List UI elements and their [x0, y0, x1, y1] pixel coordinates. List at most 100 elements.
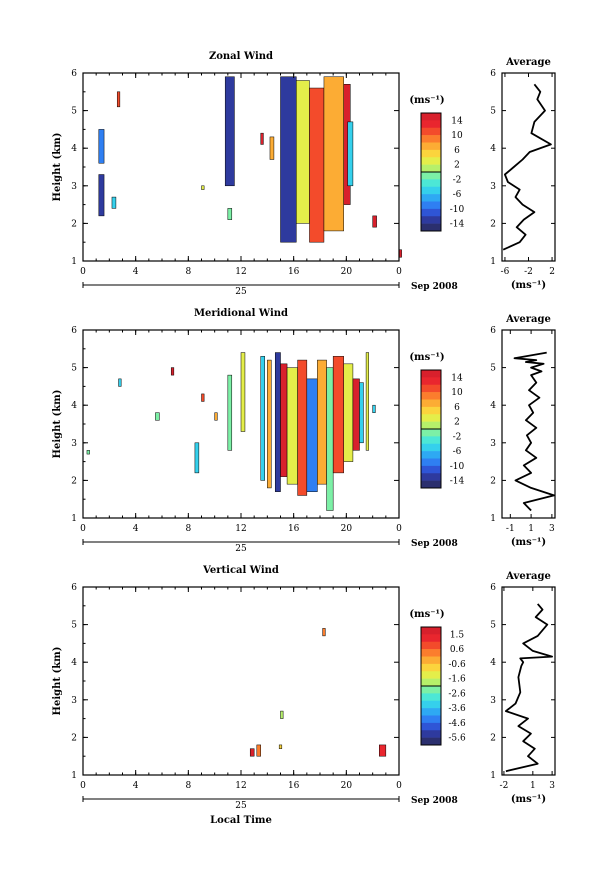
colorbar-tick-label: 6: [454, 146, 460, 156]
data-cell: [343, 363, 354, 462]
data-cell: [111, 196, 117, 209]
profile-x-tick-label: 1: [530, 781, 536, 791]
colorbar-segment: [421, 722, 441, 731]
colorbar-segment: [421, 149, 441, 158]
profile-y-tick-label: 3: [490, 182, 496, 192]
colorbar-segment: [421, 737, 441, 746]
data-cell: [118, 378, 122, 387]
y-tick-label: 3: [71, 439, 77, 449]
x-tick-label: 8: [185, 267, 191, 277]
y-axis-label: Height (km): [52, 133, 63, 202]
colorbar-segment: [421, 186, 441, 195]
profile-y-tick-label: 4: [490, 401, 496, 411]
colorbar-unit: (ms⁻¹): [409, 352, 444, 363]
data-cell: [98, 174, 105, 217]
x-tick-label: 4: [133, 781, 139, 791]
profile-x-tick-label: 2: [549, 267, 555, 277]
colorbar-segment: [421, 663, 441, 672]
month-label: Sep 2008: [411, 539, 458, 549]
colorbar-segment: [421, 406, 441, 415]
profile-frame: [501, 586, 556, 776]
data-cell: [352, 378, 360, 451]
x-tick-label: 12: [235, 524, 246, 534]
y-tick-label: 6: [71, 326, 77, 336]
x-tick-label: 16: [288, 781, 300, 791]
profile-line: [513, 351, 555, 512]
y-tick-label: 1: [71, 257, 77, 267]
x-tick-label: 8: [185, 524, 191, 534]
colorbar-tick-label: 2: [454, 161, 460, 171]
profile-x-tick-label: 1: [528, 524, 534, 534]
colorbar-segment: [421, 730, 441, 738]
y-axis-label: Height (km): [52, 390, 63, 459]
x-tick-label: 12: [235, 781, 246, 791]
colorbar-segment: [421, 465, 441, 474]
colorbar-segment: [421, 414, 441, 422]
colorbar-segment: [421, 715, 441, 724]
x-tick-label: 0: [396, 524, 402, 534]
date-label: 25: [235, 544, 247, 554]
data-cell: [347, 121, 354, 187]
profile-title: Average: [505, 314, 551, 325]
profile-y-tick-label: 6: [490, 583, 496, 593]
profile-y-tick-label: 5: [490, 621, 496, 631]
data-cell: [201, 393, 205, 402]
profile-x-tick-label: 3: [549, 524, 555, 534]
x-tick-label: 4: [133, 524, 139, 534]
profile-y-tick-label: 2: [490, 219, 496, 229]
y-tick-label: 5: [71, 621, 77, 631]
profile-x-tick-label: -2: [524, 267, 533, 277]
x-tick-label: 0: [80, 524, 86, 534]
data-cell: [256, 744, 261, 757]
profile-x-tick-label: 3: [549, 781, 555, 791]
profile-y-tick-label: 4: [490, 658, 496, 668]
profile-x-tick-label: -2: [500, 781, 509, 791]
profile-line: [505, 603, 553, 773]
data-cell: [227, 208, 233, 220]
data-cell: [98, 129, 105, 164]
colorbar-tick-label: 14: [451, 116, 463, 126]
colorbar-tick-label: -14: [450, 220, 465, 230]
x-tick-label: 0: [396, 267, 402, 277]
colorbar-tick-label: -1.6: [448, 675, 466, 685]
data-cell: [332, 356, 344, 474]
colorbar-segment: [421, 649, 441, 657]
x-axis-label: Local Time: [210, 815, 272, 826]
colorbar-segment: [421, 377, 441, 386]
colorbar-segment: [421, 641, 441, 650]
plot-frame: [82, 586, 400, 776]
colorbar-tick-label: -14: [450, 477, 465, 487]
colorbar-segment: [421, 120, 441, 129]
colorbar-tick-label: -3.6: [448, 704, 466, 714]
data-cell: [359, 382, 364, 444]
profile-frame: [501, 329, 556, 519]
colorbar-tick-label: 6: [454, 403, 460, 413]
colorbar-segment: [421, 686, 441, 694]
colorbar-segment: [421, 223, 441, 232]
colorbar-segment: [421, 135, 441, 143]
y-tick-label: 6: [71, 69, 77, 79]
data-cell: [326, 367, 334, 511]
colorbar-segment: [421, 627, 441, 635]
month-label: Sep 2008: [411, 796, 458, 806]
x-tick-label: 4: [133, 267, 139, 277]
y-tick-label: 3: [71, 696, 77, 706]
profile-y-tick-label: 1: [490, 257, 496, 267]
y-tick-label: 3: [71, 182, 77, 192]
y-tick-label: 4: [71, 658, 77, 668]
colorbar-segment: [421, 194, 441, 202]
data-cell: [249, 748, 255, 757]
x-tick-label: 8: [185, 781, 191, 791]
x-tick-label: 20: [341, 524, 353, 534]
panel-title: Zonal Wind: [209, 51, 273, 62]
data-cell: [86, 450, 90, 455]
profile-y-tick-label: 6: [490, 69, 496, 79]
data-cell: [240, 352, 246, 432]
colorbar-tick-label: -6: [453, 447, 462, 457]
data-cell: [170, 367, 175, 376]
colorbar-segment: [421, 458, 441, 467]
data-cell: [322, 628, 326, 637]
colorbar-tick-label: 10: [451, 388, 463, 398]
